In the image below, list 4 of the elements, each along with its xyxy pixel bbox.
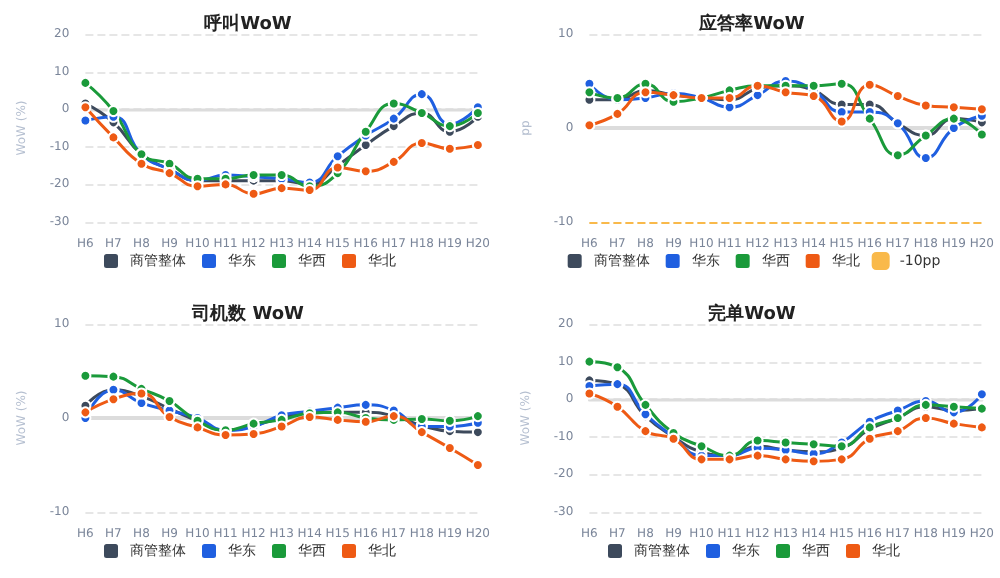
chart-title: 呼叫WoW — [204, 13, 292, 35]
chart-title: 完单WoW — [708, 303, 796, 325]
chart-title: 应答率WoW — [697, 13, 805, 35]
chart-title: 司机数 WoW — [190, 303, 304, 325]
